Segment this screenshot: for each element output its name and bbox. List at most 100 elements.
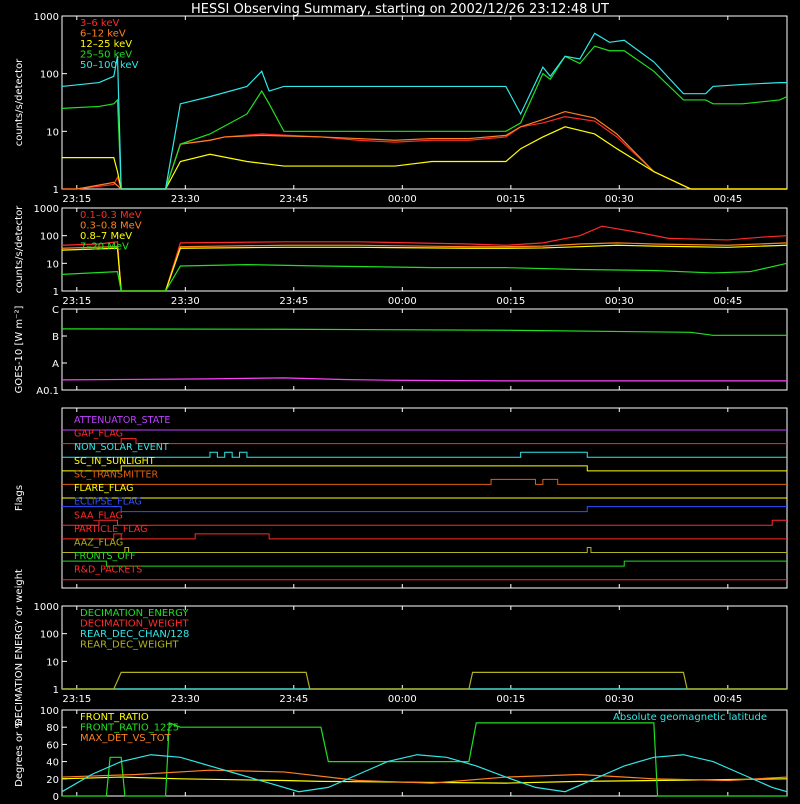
x-tick-label: 00:30 (605, 296, 634, 307)
series-12-25-kev-line (62, 126, 787, 190)
legend-decimation-weight: DECIMATION_WEIGHT (80, 619, 189, 630)
x-tick-label: 00:15 (496, 694, 525, 705)
series-rear-dec-weight-line (62, 671, 787, 690)
y-tick-label: 100 (40, 630, 59, 641)
panel-ratio: 0 20 40 60 80 100 Degrees or % FRONT_RATIOFRONT… (14, 706, 788, 803)
y-tick-label: 0 (53, 792, 59, 800)
x-tick-label: 23:30 (171, 194, 200, 205)
annotation-geomagnetic-latitude: Absolute geomagnetic latitude (613, 712, 767, 723)
chart-title: HESSI Observing Summary, starting on 200… (191, 2, 609, 17)
y-tick-label: 1 (53, 685, 59, 696)
legend-50-100-kev: 50–100 keV (80, 60, 139, 71)
flag-line-eclipse-flag (62, 506, 787, 513)
panel-flags: Flags ATTENUATOR_STATE GAP_FLAG NON_SOLAR_E… (14, 407, 788, 589)
legend-decimation-energy: DECIMATION_ENERGY (80, 608, 189, 619)
y-axis-label: DECIMATION ENERGY or weight (14, 569, 25, 726)
y-tick-label: 1000 (34, 602, 59, 613)
y-tick-label: A0.1 (36, 386, 59, 397)
flag-label-r-d-packets: R&D_PACKETS (74, 565, 142, 576)
y-tick-label: 80 (46, 723, 59, 734)
y-tick-label: 1 (53, 185, 59, 196)
x-tick-label: 23:45 (279, 194, 308, 205)
x-tick-label: 23:15 (62, 194, 91, 205)
x-tick-label: 00:45 (713, 194, 742, 205)
y-tick-label: 1 (53, 287, 59, 298)
legend-3-6-kev: 3–6 keV (80, 18, 119, 29)
flag-label-sc-transmitter: SC_TRANSMITTER (74, 469, 159, 480)
panels: 23:15 23:30 23:45 00:00 00:15 00:30 00:4511010… (14, 12, 788, 803)
panel-frame (61, 709, 788, 797)
x-tick-label: 00:00 (388, 296, 417, 307)
panel-frame (61, 15, 788, 190)
legend-rear-dec-chan-128: REAR_DEC_CHAN/128 (80, 629, 189, 640)
panel-frame (61, 308, 788, 391)
flag-label-aaz-flag: AAZ_FLAG (74, 537, 123, 548)
flag-line-aaz-flag (62, 546, 787, 553)
y-tick-label: 100 (40, 232, 59, 243)
x-tick-label: 00:00 (388, 694, 417, 705)
flag-label-attenuator-state: ATTENUATOR_STATE (74, 415, 170, 426)
series-7-20-mev-line (61, 262, 788, 292)
series-25-50-kev-line (61, 45, 788, 190)
flag-line-sc-transmitter (62, 478, 787, 485)
flag-label-flare-flag: FLARE_FLAG (74, 483, 134, 494)
flag-label-non-solar-event: NON_SOLAR_EVENT (74, 442, 169, 453)
panel-lo: 23:15 23:30 23:45 00:00 00:15 00:30 00:45 1 10 10… (14, 12, 788, 205)
y-tick-label: 100 (40, 706, 59, 717)
y-axis-label: counts/s/detector (14, 58, 25, 146)
flag-line-particle-flag (62, 533, 787, 540)
x-tick-label: 00:00 (388, 194, 417, 205)
x-tick-label: 00:30 (605, 194, 634, 205)
panel-frame (61, 207, 788, 292)
panel-dec: 23:15 23:30 23:45 00:00 00:15 00:30 00:45 1 10 10… (14, 569, 788, 726)
flag-line-saa-flag (62, 519, 787, 526)
y-axis-label: GOES-10 [W m⁻²] (14, 306, 25, 394)
y-tick-label: A (52, 359, 59, 370)
series-50-100-kev-line (61, 32, 787, 190)
flag-line-non-solar-event (62, 451, 787, 458)
y-tick-label: 1000 (34, 12, 59, 23)
flag-label-eclipse-flag: ECLIPSE_FLAG (74, 497, 142, 508)
y-axis-label: counts/s/detector (14, 205, 25, 293)
panel-hi: 23:15 23:30 23:45 00:00 00:15 00:30 00:45 1 10 10… (14, 204, 788, 307)
legend-front-ratio: FRONT_RATIO (80, 712, 149, 723)
panel-goes: A0.1 A B C GOES-10 [W m⁻²] (14, 305, 788, 397)
x-tick-label: 00:45 (713, 694, 742, 705)
x-tick-label: 23:45 (279, 296, 308, 307)
y-tick-label: 10 (46, 657, 59, 668)
x-tick-label: 23:30 (171, 694, 200, 705)
flag-label-particle-flag: PARTICLE_FLAG (74, 524, 147, 535)
series-series-line (61, 328, 787, 336)
legend-rear-dec-weight: REAR_DEC_WEIGHT (80, 640, 179, 651)
y-tick-label: 100 (40, 70, 59, 81)
series-front-ratio-1225-line (62, 722, 787, 797)
flag-line-sc-in-sunlight (62, 465, 787, 472)
y-tick-label: B (52, 332, 59, 343)
y-axis-label: Degrees or % (14, 719, 25, 787)
y-tick-label: 1000 (34, 204, 59, 215)
legend-front-ratio-1225: FRONT_RATIO_1225 (80, 723, 179, 734)
legend-0-8-7-mev: 0.8–7 MeV (80, 231, 132, 242)
x-tick-label: 00:45 (713, 296, 742, 307)
flag-line-gap-flag (62, 438, 787, 445)
legend-0-1-0-3-mev: 0.1–0.3 MeV (80, 210, 142, 221)
x-tick-label: 00:15 (496, 194, 525, 205)
x-tick-label: 00:15 (496, 296, 525, 307)
y-tick-label: 10 (46, 259, 59, 270)
y-tick-label: 20 (46, 775, 59, 786)
series-series-line (61, 377, 787, 382)
x-tick-label: 23:45 (279, 694, 308, 705)
legend-max-det-vs-tot: MAX_DET_VS_TOT (80, 733, 172, 744)
flag-line-fronts-off (62, 560, 787, 567)
y-tick-label: C (52, 305, 59, 316)
x-tick-label: 00:30 (605, 694, 634, 705)
series-max-det-vs-tot-line (61, 769, 788, 784)
x-tick-label: 23:15 (62, 296, 91, 307)
x-tick-label: 23:15 (62, 694, 91, 705)
legend-6-12-kev: 6–12 keV (80, 29, 126, 40)
series-front-ratio-line (61, 776, 788, 784)
series-series-line (61, 754, 788, 793)
